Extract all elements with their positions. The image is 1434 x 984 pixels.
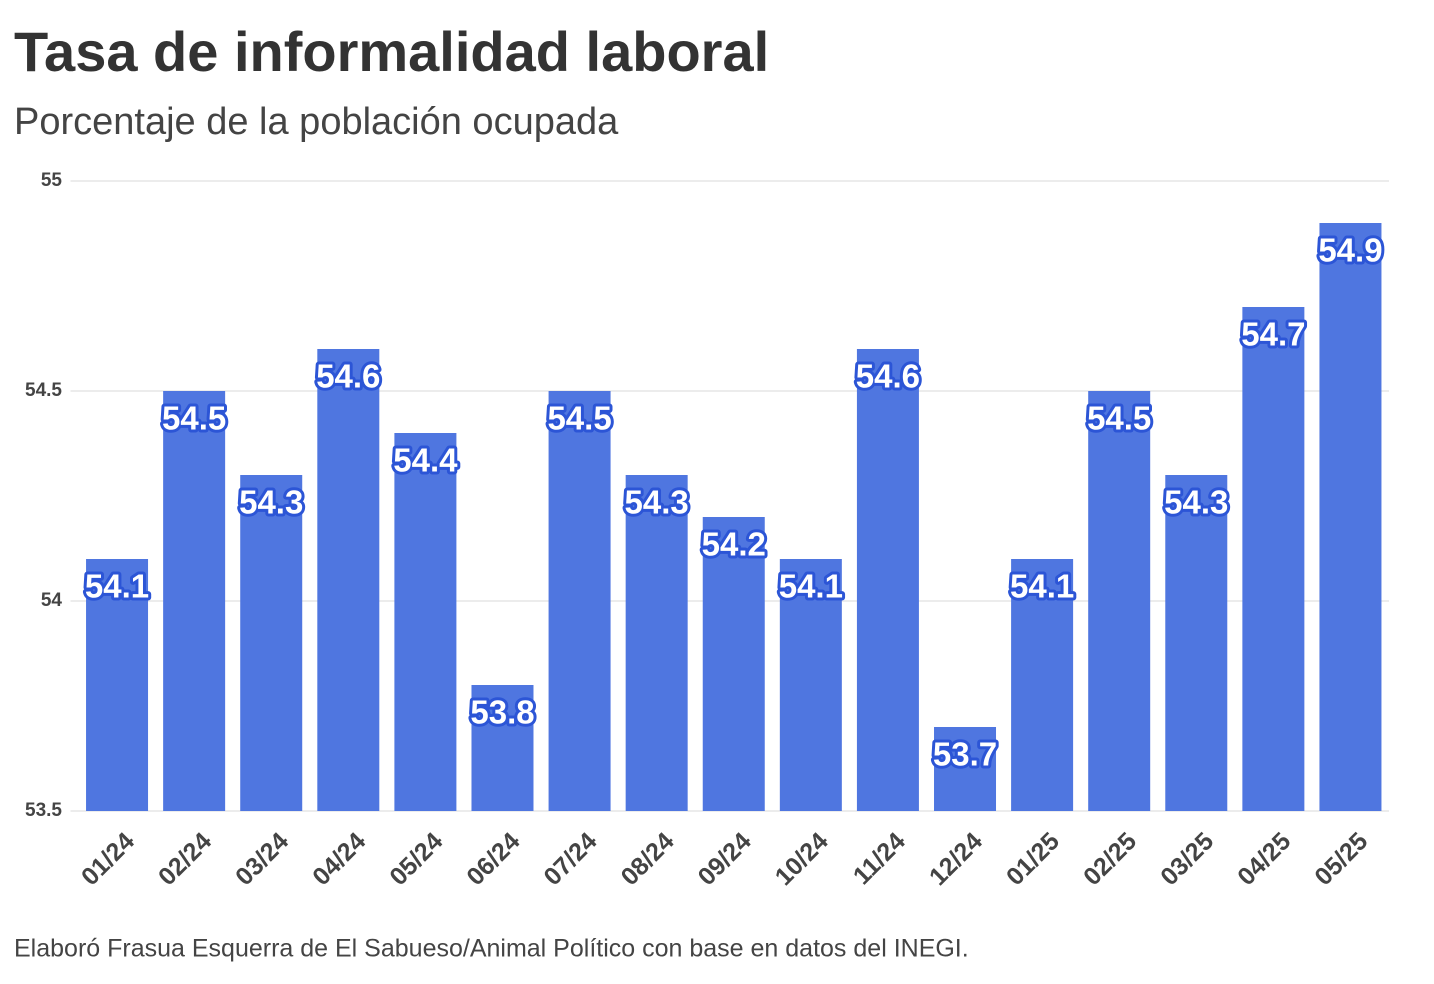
value-label: 54.5 <box>547 400 611 437</box>
value-label: 54.1 <box>1010 568 1074 605</box>
bar <box>1011 559 1074 811</box>
bar <box>394 433 457 811</box>
bar <box>625 475 688 811</box>
bar <box>163 391 226 811</box>
bar <box>548 391 611 811</box>
y-tick-label: 54.5 <box>25 380 62 401</box>
bar <box>856 349 919 811</box>
x-tick-label: 05/24 <box>384 827 448 891</box>
source-note: Elaboró Frasua Esquerra de El Sabueso/An… <box>14 935 969 963</box>
bar <box>1088 391 1151 811</box>
x-tick-label: 02/24 <box>153 827 217 891</box>
bar <box>779 559 842 811</box>
bar <box>240 475 303 811</box>
x-tick-label: 11/24 <box>848 827 911 890</box>
value-label: 54.9 <box>1318 232 1382 269</box>
x-tick-label: 04/24 <box>307 827 371 891</box>
bar <box>702 517 765 811</box>
value-label: 54.1 <box>779 568 843 605</box>
chart-subtitle: Porcentaje de la población ocupada <box>14 101 619 143</box>
bar <box>934 727 997 811</box>
bar <box>317 349 380 811</box>
chart-title: Tasa de informalidad laboral <box>14 20 769 83</box>
y-tick-label: 53.5 <box>25 800 62 821</box>
value-label: 54.2 <box>702 526 766 563</box>
value-label: 54.5 <box>1087 400 1151 437</box>
x-tick-label: 05/25 <box>1309 827 1373 891</box>
x-tick-label: 04/25 <box>1232 827 1296 891</box>
value-label: 53.7 <box>933 736 997 773</box>
value-label: 54.7 <box>1241 316 1305 353</box>
bar <box>86 559 149 811</box>
y-tick-label: 55 <box>41 170 63 191</box>
value-label: 54.1 <box>85 568 149 605</box>
x-tick-label: 07/24 <box>538 827 602 891</box>
value-label: 54.5 <box>162 400 226 437</box>
x-tick-label: 09/24 <box>693 827 757 891</box>
x-tick-label: 06/24 <box>461 827 525 891</box>
x-tick-label: 03/24 <box>230 827 294 891</box>
value-label: 54.6 <box>316 358 380 395</box>
value-label: 54.3 <box>239 484 303 521</box>
x-tick-label: 12/24 <box>924 827 988 891</box>
x-tick-label: 01/24 <box>76 827 140 891</box>
x-tick-label: 10/24 <box>770 827 834 891</box>
value-label: 54.4 <box>393 442 458 479</box>
bar <box>1319 223 1382 811</box>
bar <box>1165 475 1228 811</box>
x-tick-label: 02/25 <box>1078 827 1142 891</box>
bar <box>1242 307 1305 811</box>
value-label: 53.8 <box>470 694 534 731</box>
y-tick-label: 54 <box>41 590 63 611</box>
x-tick-label: 08/24 <box>616 827 680 891</box>
value-label: 54.6 <box>856 358 920 395</box>
bar <box>471 685 534 811</box>
value-label: 54.3 <box>625 484 689 521</box>
x-tick-label: 01/25 <box>1001 827 1065 891</box>
x-tick-label: 03/25 <box>1155 827 1219 891</box>
value-label: 54.3 <box>1164 484 1228 521</box>
